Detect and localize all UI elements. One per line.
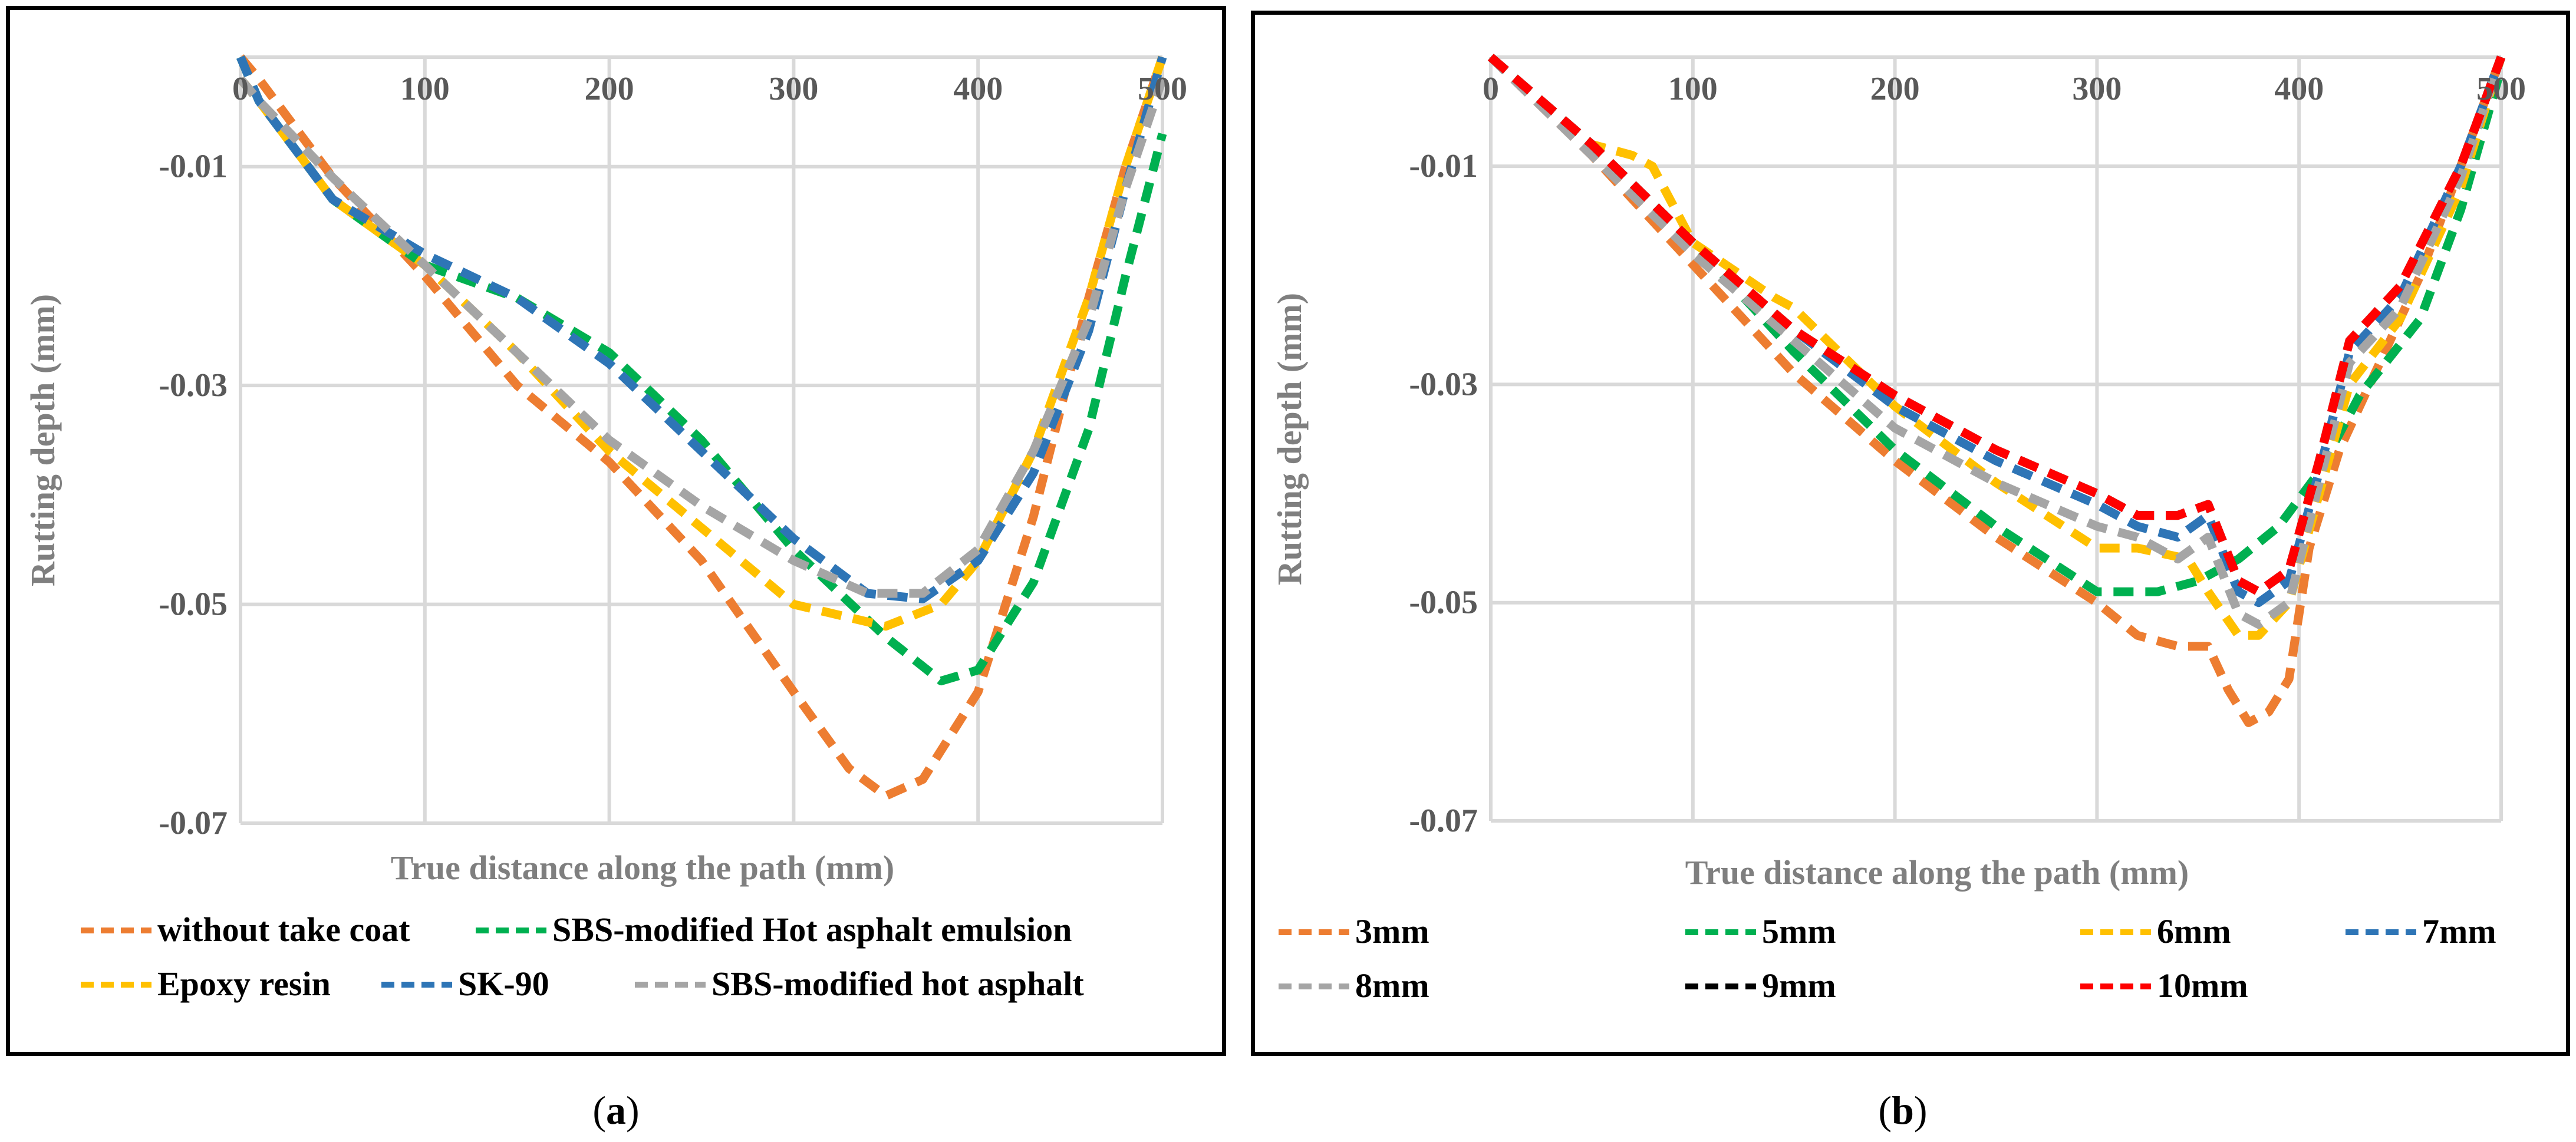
legend-label: Epoxy resin: [157, 965, 331, 1003]
legend-label: 9mm: [1762, 966, 1836, 1005]
y-tick-label: -0.05: [1409, 585, 1478, 621]
series-line-1: [1488, 54, 2506, 596]
caption-b-letter: b: [1892, 1088, 1914, 1133]
chart-panel-a: 0 100 200 300 400 500 -0.01 -0.03 -0.05 -0.07 True…: [6, 6, 1226, 1056]
chart-b-svg: 0 100 200 300 400 500 -0.01 -0.03 -0.05 -0.07 True…: [1270, 54, 2526, 1005]
series-line-0: [1487, 54, 2506, 727]
series-line-2: [237, 55, 1167, 631]
series-line-6: [1488, 54, 2506, 596]
x-tick-label: 300: [769, 71, 818, 107]
x-tick-label: 200: [1870, 71, 1920, 107]
y-tick-label: -0.03: [159, 367, 228, 404]
y-axis-title: Rutting depth (mm): [1270, 293, 1309, 585]
x-tick-label: 0: [232, 71, 249, 107]
y-tick-label: -0.07: [159, 805, 228, 841]
legend-label: 5mm: [1762, 912, 1836, 950]
series-line-0: [237, 54, 1167, 801]
caption-a-letter: a: [606, 1088, 626, 1133]
y-tick-label: -0.07: [1409, 803, 1478, 839]
x-tick-label: 500: [1138, 71, 1187, 107]
x-tick-label: 400: [2274, 71, 2324, 107]
legend-label: 7mm: [2422, 912, 2496, 950]
x-tick-label: 300: [2072, 71, 2122, 107]
series-line-2: [1488, 54, 2506, 640]
x-tick-label: 100: [400, 71, 450, 107]
legend-label: 10mm: [2157, 966, 2248, 1005]
series-line-4: [237, 76, 1167, 598]
series-line-3: [236, 55, 1167, 603]
legend-label: SBS-modified hot asphalt: [711, 965, 1084, 1003]
x-tick-label: 200: [585, 71, 634, 107]
legend-label: SK-90: [458, 965, 549, 1003]
caption-a: (a): [592, 1088, 640, 1133]
x-tick-label: 0: [1483, 71, 1499, 107]
x-axis-title: True distance along the path (mm): [391, 849, 894, 887]
y-axis-title: Rutting depth (mm): [24, 294, 62, 586]
y-tick-label: -0.01: [159, 148, 228, 185]
legend-label: without take coat: [157, 910, 410, 949]
x-axis-title: True distance along the path (mm): [1685, 853, 2189, 892]
x-tick-label: 500: [2476, 71, 2526, 107]
legend-label: SBS-modified Hot asphalt emulsion: [552, 910, 1072, 949]
y-tick-label: -0.03: [1409, 366, 1478, 402]
x-tick-label: 100: [1668, 71, 1718, 107]
legend-label: 8mm: [1355, 966, 1429, 1005]
series-line-5: [1488, 54, 2506, 596]
legend-label: 3mm: [1355, 912, 1429, 950]
y-tick-label: -0.01: [1409, 148, 1478, 184]
chart-a-svg: 0 100 200 300 400 500 -0.01 -0.03 -0.05 -0.07 True…: [24, 54, 1187, 1003]
legend-label: 6mm: [2157, 912, 2231, 950]
y-tick-label: -0.05: [159, 586, 228, 623]
caption-b: (b): [1878, 1088, 1928, 1133]
chart-panel-b: 0 100 200 300 400 500 -0.01 -0.03 -0.05 -0.07 True…: [1251, 11, 2570, 1056]
series-line-1: [236, 55, 1167, 686]
x-tick-label: 400: [953, 71, 1003, 107]
series-line-4: [1487, 54, 2506, 629]
